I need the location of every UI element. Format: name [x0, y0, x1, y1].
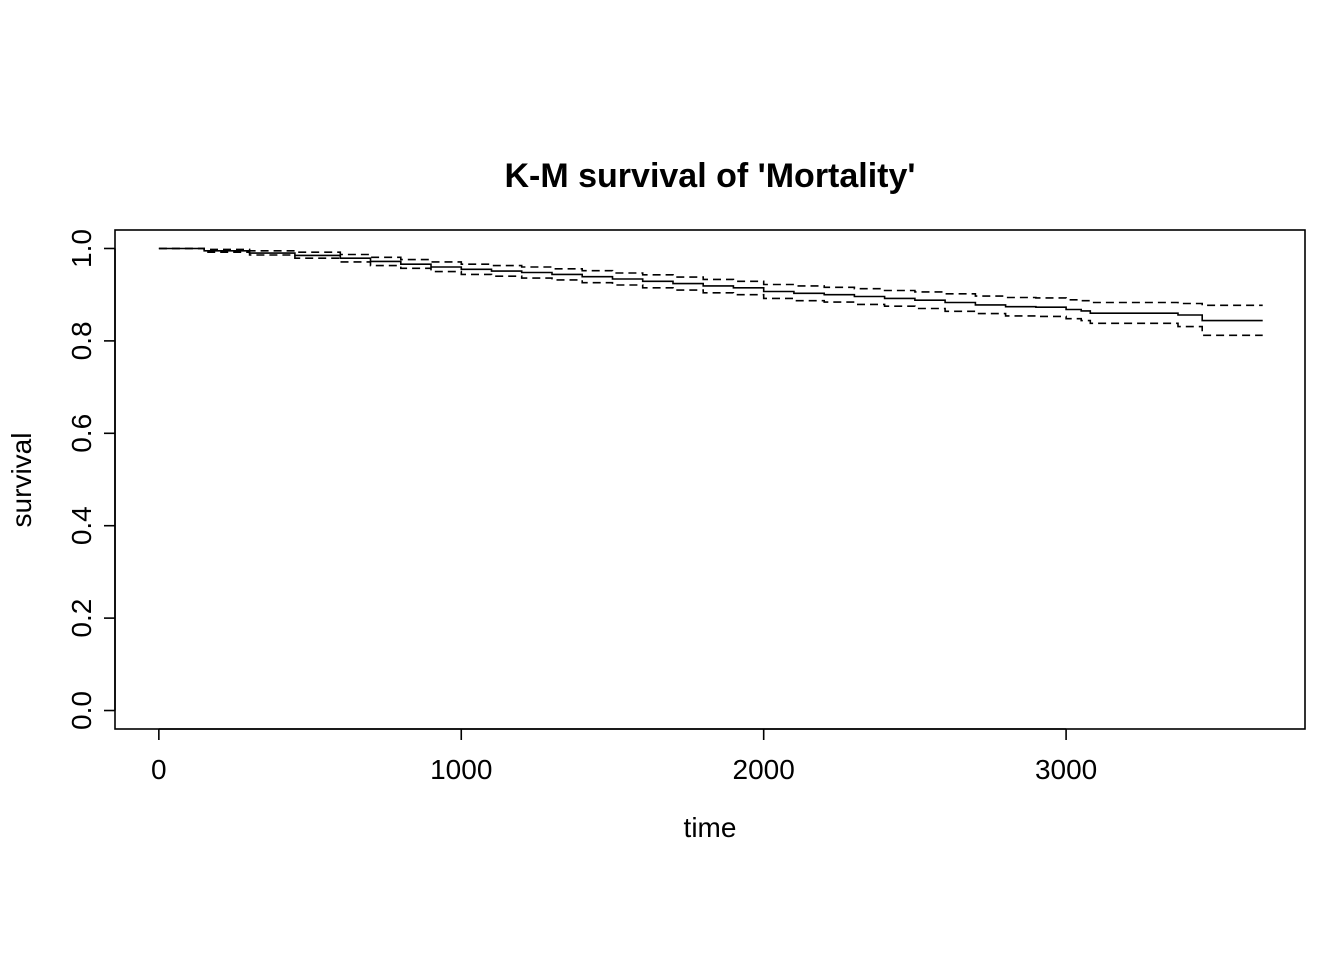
confidence-bound-line [158, 247, 1263, 337]
y-tick-label: 0.8 [66, 321, 97, 360]
confidence-bound-line [158, 247, 1263, 307]
x-axis-label: time [684, 812, 737, 843]
survival-estimate-line [158, 247, 1263, 322]
plot-frame [114, 229, 1306, 730]
x-tick-label: 3000 [1035, 754, 1097, 785]
survival-curves [158, 247, 1263, 337]
y-tick-label: 0.4 [66, 506, 97, 545]
y-axis: 0.0 0.2 0.4 0.6 0.8 1.0 [66, 229, 116, 730]
y-tick-label: 0.2 [66, 599, 97, 638]
x-tick-label: 0 [151, 754, 167, 785]
chart-title: K-M survival of 'Mortality' [504, 157, 915, 195]
x-axis: 0 1000 2000 3000 [151, 728, 1097, 785]
x-tick-label: 1000 [430, 754, 492, 785]
x-tick-label: 2000 [733, 754, 795, 785]
y-tick-label: 1.0 [66, 229, 97, 268]
y-axis-label: survival [6, 433, 37, 528]
y-tick-label: 0.6 [66, 414, 97, 453]
y-tick-label: 0.0 [66, 691, 97, 730]
